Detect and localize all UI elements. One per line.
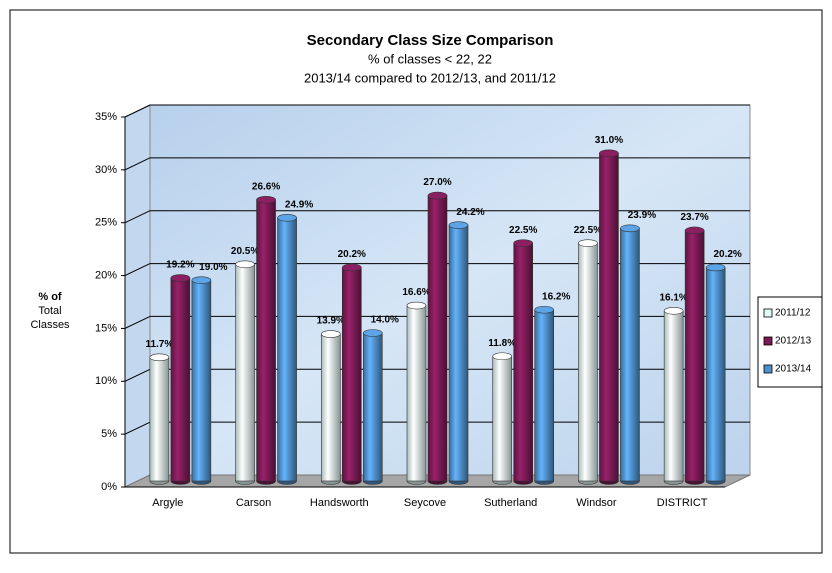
bar-top (663, 306, 684, 315)
value-label: 23.9% (628, 210, 656, 221)
bar (406, 305, 427, 482)
bar (513, 242, 534, 482)
y-axis-label: Classes (30, 319, 70, 331)
chart-title: Secondary Class Size Comparison (307, 32, 554, 49)
y-tick-label: 35% (95, 111, 117, 123)
bar-top (534, 305, 555, 314)
value-label: 23.7% (680, 212, 708, 223)
bar-top (578, 239, 598, 247)
value-label: 16.6% (402, 287, 430, 298)
chart-subtitle: % of classes < 22, 22 (368, 51, 492, 66)
grid-line (124, 210, 151, 224)
value-label: 11.8% (488, 338, 516, 349)
bar (578, 242, 598, 482)
y-tick-label: 0% (101, 481, 117, 493)
bar-top (684, 226, 705, 235)
bar-top (341, 263, 362, 272)
value-label: 27.0% (423, 177, 451, 188)
y-tick-label: 20% (95, 269, 117, 281)
value-label: 14.0% (371, 315, 399, 326)
value-label: 24.2% (456, 207, 484, 218)
chart-subtitle: 2013/14 compared to 2012/13, and 2011/12 (304, 70, 556, 85)
bar (191, 279, 212, 482)
y-tick-label: 25% (95, 217, 117, 229)
value-label: 19.2% (166, 260, 194, 271)
x-tick-label: Sutherland (484, 497, 537, 509)
bar-top (492, 352, 513, 361)
value-label: 20.5% (231, 246, 259, 257)
bar (599, 152, 619, 482)
bar-top (705, 263, 726, 272)
value-label: 22.5% (574, 225, 602, 236)
value-label: 20.2% (338, 249, 366, 260)
legend-swatch (763, 308, 773, 318)
x-tick-label: Seycove (404, 497, 446, 509)
value-label: 20.2% (713, 249, 741, 260)
grid-line (124, 263, 151, 277)
side-wall (124, 104, 151, 488)
value-label: 24.9% (285, 199, 313, 210)
bar-top (620, 224, 640, 233)
bar (235, 263, 255, 482)
value-label: 16.2% (542, 291, 570, 302)
bar-top (513, 239, 534, 247)
bar (277, 217, 297, 482)
grid-line (124, 104, 151, 118)
value-label: 13.9% (317, 316, 345, 327)
value-label: 22.5% (509, 225, 537, 236)
bar (427, 195, 448, 482)
bar (534, 309, 555, 482)
bar-top (277, 213, 297, 222)
y-tick-label: 5% (101, 428, 117, 440)
bar (663, 310, 684, 482)
grid-line (124, 157, 151, 171)
bar (149, 357, 170, 482)
value-label: 11.7% (145, 339, 173, 350)
x-tick-label: DISTRICT (657, 497, 708, 509)
x-tick-label: Windsor (576, 497, 617, 509)
value-label: 16.1% (659, 292, 687, 303)
x-tick-label: Argyle (152, 497, 183, 509)
grid-line (124, 368, 151, 382)
value-label: 31.0% (595, 135, 623, 146)
bar (705, 267, 726, 482)
bar (170, 277, 191, 482)
legend-swatch (763, 364, 773, 374)
legend-swatch (763, 336, 773, 346)
bar (256, 199, 276, 482)
bar (320, 333, 341, 482)
y-tick-label: 15% (95, 322, 117, 334)
y-tick-label: 10% (95, 375, 117, 387)
bar (620, 228, 640, 482)
value-label: 26.6% (252, 181, 280, 192)
grid-line (124, 315, 151, 329)
bar-top (320, 330, 341, 338)
legend-label: 2013/14 (775, 364, 812, 375)
bar (492, 355, 513, 482)
y-tick-label: 30% (95, 164, 117, 176)
bar-top (191, 276, 212, 284)
x-tick-label: Handsworth (310, 497, 369, 509)
y-axis-label: % of (38, 291, 62, 303)
bar-top (256, 196, 276, 204)
bar-top (599, 149, 619, 158)
legend-label: 2012/13 (775, 336, 812, 347)
bar-top (235, 260, 255, 269)
bar-top (406, 301, 427, 310)
bar-top (427, 191, 448, 200)
bar (448, 224, 469, 482)
bar (362, 332, 383, 482)
bar-top (149, 353, 170, 362)
y-axis-label: Total (38, 305, 61, 317)
bar (341, 267, 362, 482)
bar-top (448, 221, 469, 229)
bar-top (362, 329, 383, 337)
bar-top (170, 274, 191, 282)
legend-label: 2011/12 (775, 308, 811, 319)
x-tick-label: Carson (236, 497, 271, 509)
value-label: 19.0% (199, 262, 227, 273)
grid-line (124, 421, 151, 435)
bar (684, 230, 705, 482)
